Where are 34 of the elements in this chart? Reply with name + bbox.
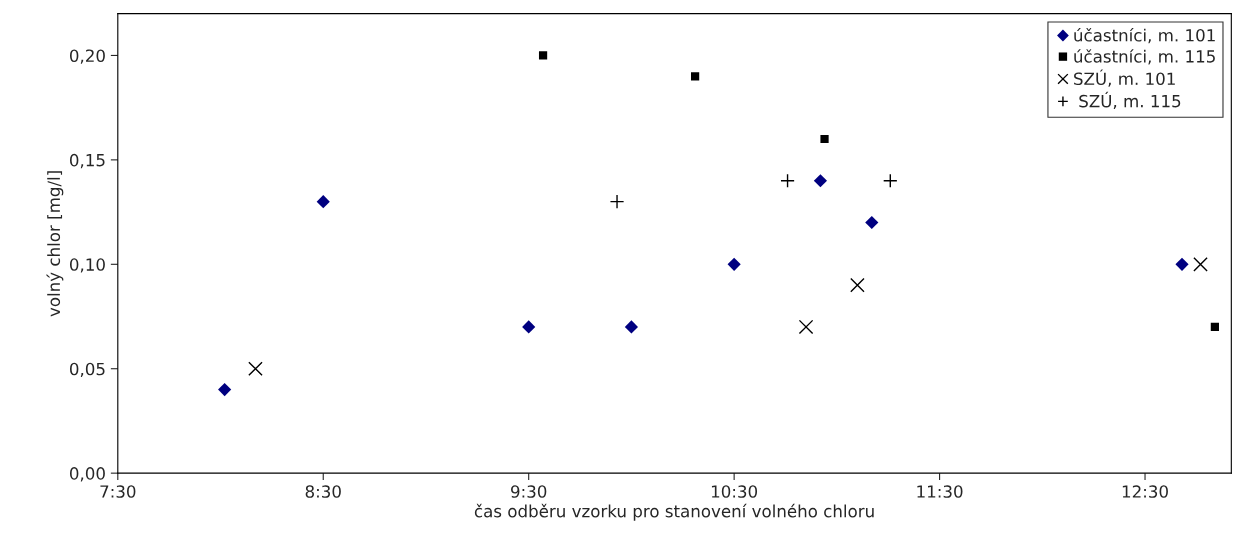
- point: [1175, 257, 1189, 271]
- y-tick-label: 0,10: [69, 258, 105, 273]
- x-axis-title: čas odběru vzorku pro stanovení volného chloru: [474, 503, 874, 521]
- legend-label: účastníci, m. 101: [1074, 28, 1215, 44]
- x-tick-label: 8:30: [305, 485, 341, 498]
- point: [691, 72, 700, 81]
- point: [218, 383, 232, 397]
- x-tick-label: 12:30: [1122, 485, 1168, 498]
- y-tick-label: 0,00: [69, 467, 105, 482]
- y-tick-label: 0,20: [69, 49, 105, 64]
- point: [727, 257, 741, 271]
- x-tick-label: 9:30: [511, 485, 547, 498]
- y-axis-title: volný chlor [mg/l]: [46, 171, 64, 317]
- x-tick-label: 10:30: [711, 485, 758, 498]
- point: [1210, 322, 1219, 332]
- point: [316, 195, 330, 209]
- point: [522, 320, 536, 334]
- legend-label: SZÚ, m. 115: [1079, 91, 1181, 110]
- x-tick-label: 7:30: [100, 485, 136, 498]
- point: [1193, 257, 1208, 272]
- point: [624, 320, 638, 334]
- legend-label: účastníci, m. 115: [1074, 49, 1215, 65]
- point: [865, 215, 879, 230]
- x-tick-label: 11:30: [917, 485, 963, 498]
- y-tick-label: 0,15: [69, 153, 105, 169]
- point: [820, 134, 829, 144]
- point: [780, 173, 795, 189]
- legend-label: SZÚ, m. 101: [1074, 69, 1175, 87]
- point: [813, 174, 828, 188]
- point: [850, 277, 865, 293]
- y-tick-label: 0,05: [69, 362, 105, 377]
- point: [538, 51, 548, 60]
- point: [248, 361, 263, 377]
- point: [798, 319, 814, 335]
